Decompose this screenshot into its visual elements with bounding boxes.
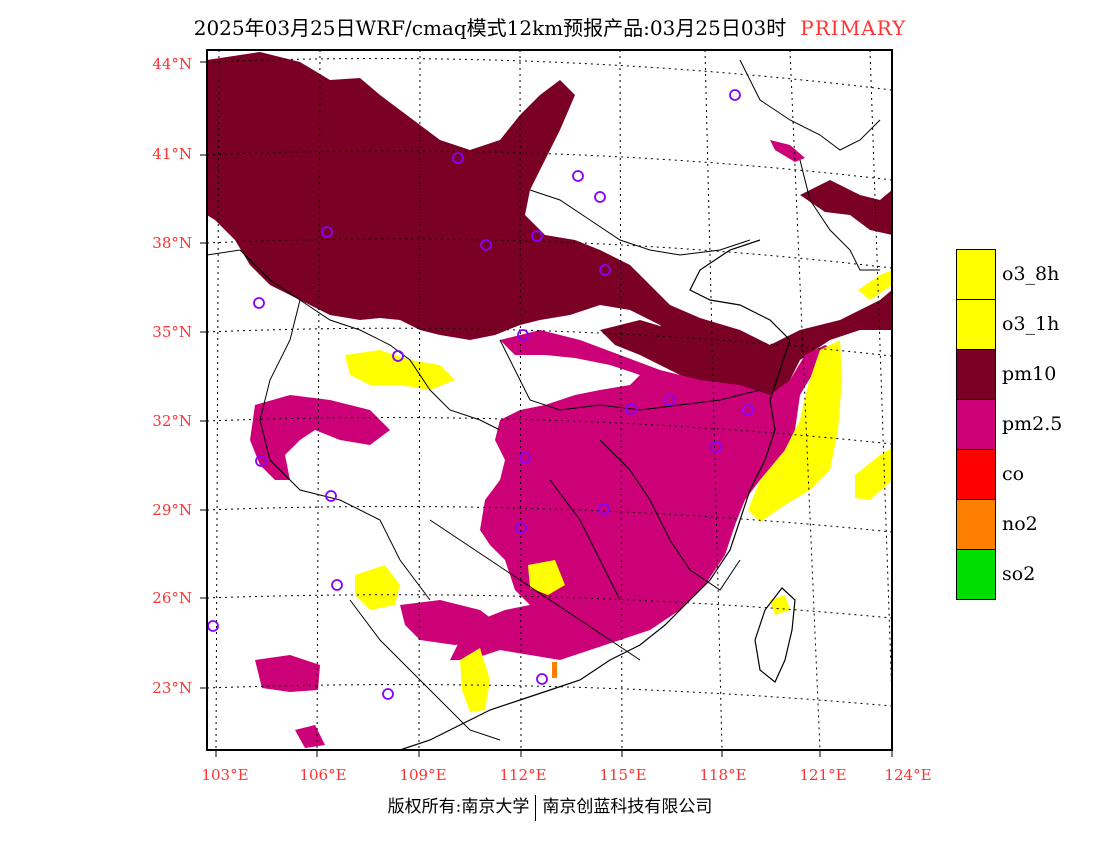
pm25-region-sw [400,600,500,645]
no2-spot [552,662,557,678]
legend-swatch [956,349,996,400]
legend-label: no2 [1002,513,1038,535]
o3-region-south [460,648,490,712]
legend-item-no2: no2 [956,499,1100,550]
o3-region-ne [858,270,892,300]
legend-swatch [956,499,996,550]
pm25-region-bottom [295,725,325,748]
legend-label: pm2.5 [1002,413,1063,435]
lat-label: 44°N [152,55,192,73]
o3-region-taiwan [770,595,790,615]
lon-label: 112°E [499,766,547,784]
legend-label: o3_8h [1002,263,1060,285]
legend-item-o3-8h: o3_8h [956,249,1100,300]
lat-label: 38°N [152,234,192,252]
pm25-region-ne [770,140,805,162]
lon-label: 103°E [201,766,249,784]
legend: o3_8h o3_1h pm10 pm2.5 co no2 so2 [956,249,1100,600]
lat-label: 32°N [152,412,192,430]
legend-swatch [956,549,996,600]
copyright-footer: 版权所有:南京大学 南京创蓝科技有限公司 [0,792,1100,821]
legend-swatch [956,449,996,500]
legend-item-pm10: pm10 [956,349,1100,400]
boundaries [207,59,881,741]
title-text: 2025年03月25日WRF/cmaq模式12km预报产品:03月25日03时 [193,16,787,40]
o3-region-southwest [355,565,400,610]
lon-label: 106°E [299,766,347,784]
taiwan-island [754,587,796,683]
footer-separator [535,794,537,821]
lon-label: 124°E [884,766,932,784]
o3-region-sea [748,340,842,522]
o3-region-east [855,448,892,500]
legend-swatch [956,399,996,450]
legend-item-o3-1h: o3_1h [956,299,1100,350]
lat-label: 29°N [152,501,192,519]
map-frame [206,49,893,751]
pm10-region-north [207,52,892,400]
pm25-region-west [250,395,390,480]
o3-region-center [528,560,565,595]
legend-label: pm10 [1002,363,1057,385]
lon-label: 121°E [799,766,847,784]
lat-label: 35°N [152,323,192,341]
lon-label: 115°E [599,766,647,784]
lat-label: 41°N [152,145,192,163]
pm25-region-south [255,655,320,692]
legend-swatch [956,299,996,350]
legend-item-co: co [956,449,1100,500]
lat-label: 26°N [152,589,192,607]
lat-label: 23°N [152,679,192,697]
footer-right: 南京创蓝科技有限公司 [542,797,713,817]
legend-label: co [1002,463,1025,485]
tick-marks [200,61,893,757]
graticule [207,50,892,750]
lon-label: 118°E [699,766,747,784]
legend-swatch [956,249,996,300]
primary-tag: PRIMARY [800,16,907,40]
legend-item-pm25: pm2.5 [956,399,1100,450]
pm10-region-northeast [800,180,892,235]
map-title: 2025年03月25日WRF/cmaq模式12km预报产品:03月25日03时 P… [0,12,1100,41]
lon-label: 109°E [399,766,447,784]
legend-item-so2: so2 [956,549,1100,600]
legend-label: so2 [1002,563,1036,585]
pm10-region-central [600,320,780,395]
map-content [207,50,892,750]
footer-left: 版权所有:南京大学 [387,797,530,817]
legend-label: o3_1h [1002,313,1060,335]
o3-region-north [345,350,455,390]
coastline [399,239,791,750]
